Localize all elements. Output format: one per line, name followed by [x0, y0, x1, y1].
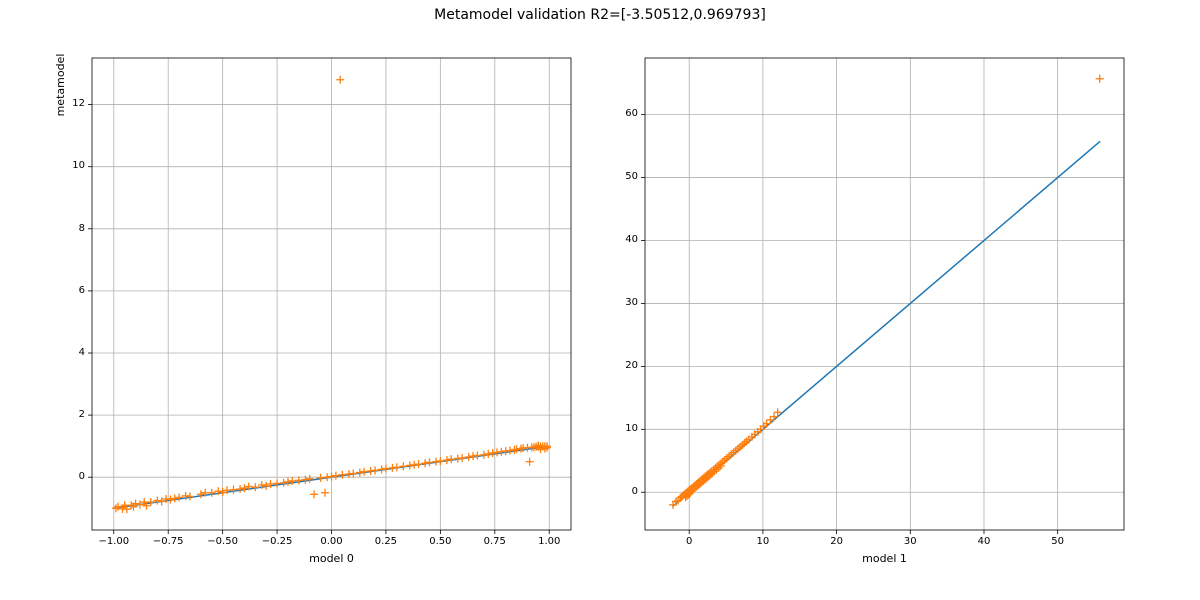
xtick-label: 10 — [743, 536, 783, 547]
xtick-label: 0.00 — [312, 536, 352, 547]
xtick-label: 0.25 — [366, 536, 406, 547]
xtick-label: 0 — [669, 536, 709, 547]
plot-svg-left — [92, 58, 571, 530]
axes-frame — [645, 58, 1124, 530]
xlabel: model 0 — [92, 552, 571, 565]
xtick-label: −0.25 — [257, 536, 297, 547]
ytick-label: 30 — [625, 297, 638, 308]
xtick-label: −0.50 — [203, 536, 243, 547]
ytick-label: 0 — [79, 471, 85, 482]
figure: Metamodel validation R2=[-3.50512,0.9697… — [0, 0, 1200, 600]
xlabel: model 1 — [645, 552, 1124, 565]
ytick-label: 4 — [79, 347, 85, 358]
ylabel: metamodel — [54, 0, 67, 321]
scatter-markers — [669, 75, 1104, 509]
xtick-label: −1.00 — [94, 536, 134, 547]
xtick-label: 1.00 — [529, 536, 569, 547]
xtick-label: 0.50 — [420, 536, 460, 547]
identity-line — [673, 142, 1100, 506]
xtick-label: 30 — [890, 536, 930, 547]
axes-left: −1.00−0.75−0.50−0.250.000.250.500.751.00… — [92, 58, 571, 530]
ytick-label: 6 — [79, 285, 85, 296]
xtick-label: −0.75 — [148, 536, 188, 547]
xtick-label: 0.75 — [475, 536, 515, 547]
ytick-label: 60 — [625, 108, 638, 119]
plot-svg-right — [645, 58, 1124, 530]
ytick-label: 20 — [625, 360, 638, 371]
xtick-label: 20 — [817, 536, 857, 547]
figure-suptitle: Metamodel validation R2=[-3.50512,0.9697… — [0, 7, 1200, 23]
ytick-label: 10 — [72, 160, 85, 171]
ytick-label: 10 — [625, 423, 638, 434]
xtick-label: 50 — [1038, 536, 1078, 547]
ytick-label: 12 — [72, 98, 85, 109]
ytick-label: 40 — [625, 234, 638, 245]
xtick-label: 40 — [964, 536, 1004, 547]
axes-right: 010203040500102030405060model 1 — [645, 58, 1124, 530]
ytick-label: 50 — [625, 171, 638, 182]
ytick-label: 2 — [79, 409, 85, 420]
ytick-label: 8 — [79, 223, 85, 234]
ytick-label: 0 — [632, 486, 638, 497]
